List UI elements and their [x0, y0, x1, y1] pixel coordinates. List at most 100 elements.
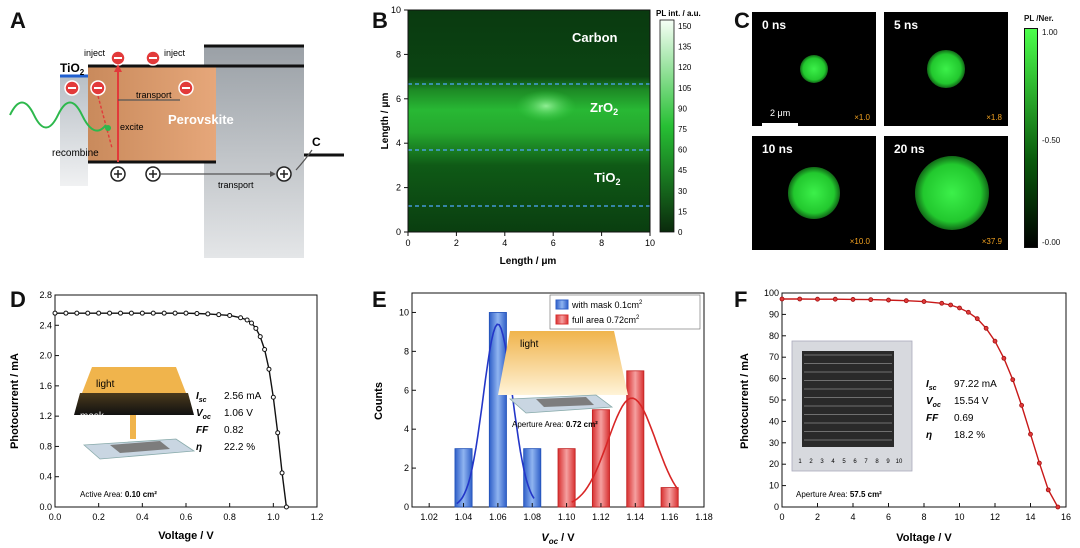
- ruler-tick-label: 7: [864, 459, 868, 465]
- chart-f-point: [832, 296, 838, 302]
- chart-d: 0.0 0.2 0.4 0.6 0.8 1.0 1.2 0.0 0.4 0.8 1.2 1.6 2.0 2…: [9, 290, 323, 542]
- chart-d-xtick-label: 1.0: [267, 512, 280, 522]
- pl-map-xtick-label: 0: [405, 238, 410, 248]
- chart-d-point: [183, 310, 189, 316]
- pl-colorbar-tick: 60: [678, 146, 687, 155]
- pl-map-ytick-label: 2: [396, 183, 401, 193]
- region-zro2: ZrO2: [590, 100, 618, 117]
- chart-f-point: [868, 297, 874, 303]
- pl-spot: [799, 54, 829, 84]
- inject-right-text: inject: [164, 48, 186, 58]
- pl-colorbar-tick: 135: [678, 43, 692, 52]
- pl-spot: [927, 50, 965, 88]
- ruler-tick-label: 10: [896, 459, 903, 465]
- pl-colorbar: [659, 19, 675, 233]
- chart-d-point: [161, 310, 167, 316]
- chart-e-bar: [626, 370, 645, 508]
- pl-colorbar-tick: 45: [678, 166, 687, 175]
- panel-b: B: [360, 0, 730, 270]
- pl-frame-multiplier: ×37.9: [981, 237, 1002, 246]
- chart-d-point: [85, 310, 91, 316]
- chart-d-param-value: 2.56 mA: [224, 391, 262, 402]
- chart-d-ytick-label: 1.2: [39, 411, 52, 421]
- chart-e-xtick-label: 1.12: [592, 512, 610, 522]
- chart-f-ytick-label: 90: [769, 309, 779, 319]
- chart-d-xlabel: Voltage / V: [158, 530, 214, 542]
- carbon-region: [204, 46, 304, 258]
- chart-d-point: [266, 366, 272, 372]
- pl-map-image: [408, 10, 650, 232]
- chart-d-ytick-label: 0.0: [39, 502, 52, 512]
- chart-d-xtick-label: 0.8: [223, 512, 236, 522]
- pl-frame-multiplier: ×10.0: [849, 237, 870, 246]
- ruler-tick-label: 2: [809, 459, 813, 465]
- chart-e-xtick-label: 1.04: [455, 512, 473, 522]
- pl-map-xtick-label: 4: [502, 238, 507, 248]
- ruler-tick-label: 1: [798, 459, 802, 465]
- pl-map-ytick-label: 8: [396, 49, 401, 59]
- chart-d-ytick-label: 2.0: [39, 351, 52, 361]
- chart-d-point: [275, 430, 281, 436]
- chart-e-xtick-label: 1.06: [489, 512, 507, 522]
- panel-e: E 1.02 1.04 1.06 1.08 1.10 1.12 1.14 1.16 1.18 0 2…: [360, 275, 730, 548]
- ruler-tick-label: 3: [820, 459, 824, 465]
- ruler-tick-label: 4: [831, 459, 835, 465]
- pl-map-xlabel: Length / μm: [500, 256, 557, 267]
- pl-frame: 0 ns ×1.0: [752, 12, 876, 126]
- chart-f-point: [903, 298, 909, 304]
- chart-e-xlabel: Voc / V: [541, 532, 575, 546]
- chart-f-point: [1001, 355, 1007, 361]
- pl-spot: [914, 155, 990, 231]
- chart-d-ytick-label: 2.4: [39, 320, 52, 330]
- pl-map-xtick-label: 8: [599, 238, 604, 248]
- perovskite-region: [88, 66, 216, 162]
- region-carbon: Carbon: [572, 30, 618, 45]
- chart-d-xtick-label: 0.2: [92, 512, 105, 522]
- chart-f-ytick-label: 70: [769, 352, 779, 362]
- legend-full-area: full area 0.72cm2: [572, 315, 640, 325]
- chart-d-param-name: FF: [196, 425, 209, 436]
- cbar-tick-mid: -0.50: [1042, 136, 1061, 145]
- chart-f-ytick-label: 40: [769, 416, 779, 426]
- chart-f-point: [921, 299, 927, 304]
- chart-f-point: [850, 297, 856, 302]
- chart-d-param-name: Voc: [196, 408, 211, 421]
- ruler-tick-label: 6: [853, 459, 857, 465]
- chart-f-ytick-label: 20: [769, 459, 779, 469]
- pl-map-ytick-label: 10: [391, 5, 401, 15]
- chart-f-xtick-label: 6: [886, 512, 891, 522]
- chart-e-ytick-label: 10: [399, 307, 409, 317]
- pl-map-ytick-label: 6: [396, 94, 401, 104]
- perovskite-text: Perovskite: [168, 112, 234, 127]
- chart-d-param-name: Isc: [196, 391, 207, 404]
- chart-d-point: [270, 394, 276, 400]
- chart-d-ytick-label: 0.4: [39, 472, 52, 482]
- chart-d-point: [283, 504, 289, 510]
- chart-d-xtick-label: 0.6: [180, 512, 193, 522]
- scale-bar-label: 2 μm: [770, 108, 791, 118]
- chart-d-param-value: 1.06 V: [224, 408, 253, 419]
- chart-f-point: [779, 296, 785, 302]
- chart-d-xtick-label: 0.4: [136, 512, 149, 522]
- chart-e-bar: [557, 448, 576, 508]
- chart-d-point: [128, 310, 134, 316]
- chart-f-ytick-label: 80: [769, 331, 779, 341]
- aperture-area-text-f: Aperture Area: 57.5 cm²: [796, 490, 882, 499]
- excite-text: excite: [120, 122, 144, 132]
- chart-d-point: [244, 317, 250, 323]
- chart-d-point: [172, 310, 178, 316]
- transport-bottom-text: transport: [218, 180, 254, 190]
- chart-e-xtick-label: 1.10: [558, 512, 576, 522]
- chart-e-ytick-label: 6: [404, 385, 409, 395]
- chart-f-param-value: 97.22 mA: [954, 379, 997, 390]
- aperture-inset: [498, 331, 628, 414]
- chart-d-ytick-label: 1.6: [39, 381, 52, 391]
- inject-left-text: inject: [84, 48, 106, 58]
- chart-e-ytick-label: 4: [404, 424, 409, 434]
- chart-e-fit-full-area: [571, 397, 679, 503]
- transport-top-text: transport: [136, 90, 172, 100]
- panel-a-label: A: [10, 8, 26, 33]
- tio2-text: TiO2: [60, 61, 85, 77]
- chart-e-ytick-label: 2: [404, 463, 409, 473]
